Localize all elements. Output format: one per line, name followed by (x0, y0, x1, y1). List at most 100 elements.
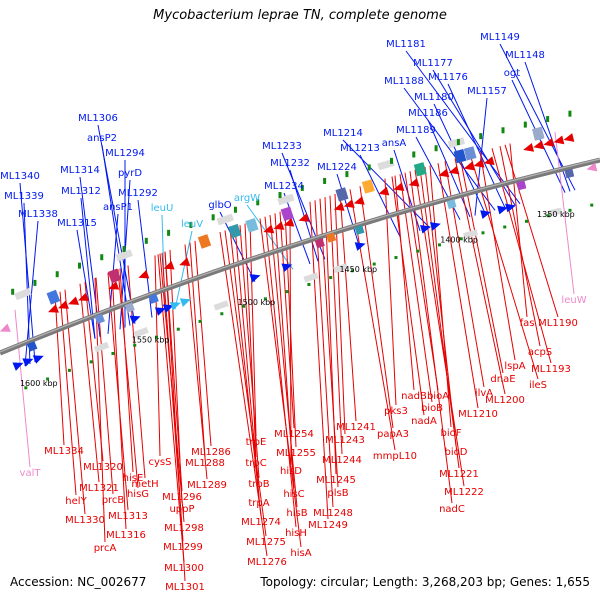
cog-block (107, 268, 122, 284)
scale-tick-label: 1400 kbp (440, 236, 478, 245)
gene-label-bottom: dnaE (490, 374, 515, 385)
grey-feature (277, 193, 295, 206)
gene-label-top: ML1157 (467, 86, 507, 97)
gene-arrow (393, 182, 405, 192)
leader-line (283, 192, 311, 265)
leader-line (499, 146, 541, 347)
gene-label-top: ansP1 (103, 202, 133, 213)
gc-mark (33, 279, 37, 286)
gene-arrow (505, 203, 516, 213)
gene-label-bottom: ML1255 (276, 448, 316, 459)
accession-text: Accession: NC_002677 (10, 575, 147, 589)
gc-mark (256, 199, 260, 206)
leader-line (246, 204, 294, 270)
gene-label-top: ogt (504, 68, 520, 79)
gene-label-top: ML1186 (408, 108, 448, 119)
gene-label-bottom: ML1313 (108, 511, 148, 522)
gene-arrow (483, 156, 495, 166)
cog-block (46, 289, 61, 305)
cog-block (516, 180, 527, 191)
leader-line (54, 293, 65, 446)
gene-label-bottom: trpE (246, 437, 267, 448)
gene-label-top: ML1314 (60, 165, 100, 176)
gene-label-bottom: ML1320 (83, 462, 123, 473)
leader-line (409, 171, 453, 504)
gene-arrow (353, 196, 365, 205)
grey-feature (93, 341, 110, 353)
leader-line (219, 232, 268, 557)
gc-mark (394, 256, 398, 260)
gene-label-top: ML1294 (105, 148, 145, 159)
gene-label-bottom: bioB (421, 403, 443, 414)
gc-mark (189, 221, 193, 228)
cog-block (453, 148, 467, 164)
gene-label-bottom: trpA (248, 498, 269, 509)
leader-line (219, 211, 256, 282)
gene-label-bottom: ileS (529, 380, 547, 391)
gene-label-bottom: bioD (445, 447, 468, 458)
leader-line (76, 229, 96, 339)
gene-label-bottom: trpB (248, 479, 269, 490)
gene-label-top: ML1188 (384, 76, 424, 87)
gene-arrow (263, 224, 275, 234)
gene-arrow (563, 133, 575, 142)
gene-label-bottom: ML1241 (336, 422, 376, 433)
grey-feature (447, 137, 466, 149)
gc-mark (198, 319, 202, 323)
grey-feature (14, 287, 32, 301)
gene-arrow (298, 213, 310, 222)
gene-label-bottom: ML1249 (308, 520, 348, 531)
gene-label-bottom: ML1334 (44, 446, 84, 457)
cog-block (564, 168, 575, 179)
gc-mark (167, 229, 171, 236)
gene-label-top: ML1189 (396, 125, 436, 136)
gene-label-bottom: mmpL10 (373, 451, 417, 462)
gc-mark (67, 368, 71, 372)
gene-arrow (473, 158, 485, 168)
cog-block (361, 179, 375, 194)
gc-mark (77, 262, 81, 269)
leader-line (264, 216, 297, 528)
gene-label-top: ML1233 (262, 141, 302, 152)
gene-label-bottom: nadC (439, 504, 465, 515)
gc-mark (568, 110, 572, 117)
cog-block (531, 126, 545, 141)
gene-arrow (543, 138, 555, 147)
gene-label-top: leuU (151, 203, 174, 214)
gene-label-bottom: ML1210 (458, 409, 498, 420)
leader-line (414, 169, 465, 487)
gene-arrow (420, 224, 431, 234)
leader-line (224, 230, 267, 537)
gene-arrow (354, 242, 366, 251)
grey-feature (216, 213, 234, 226)
leader-line (319, 198, 339, 488)
genome-backbone (0, 157, 600, 356)
gene-label-top: glbO (208, 200, 231, 211)
gene-label-top: ML1149 (480, 32, 520, 43)
cog-block (94, 313, 105, 325)
genome-backbone-highlight (0, 158, 600, 353)
cog-block (314, 238, 325, 249)
gene-label-bottom: ML1296 (162, 492, 202, 503)
leader-line (107, 272, 129, 511)
gc-mark (122, 245, 126, 252)
scale-tick-label: 1450 kbp (339, 265, 377, 274)
gene-arrow (333, 202, 345, 211)
gene-label-bottom: hisG (127, 489, 149, 500)
gc-mark (546, 116, 550, 123)
leader-line (454, 158, 506, 395)
leader-line (174, 230, 193, 310)
gc-mark (524, 219, 528, 223)
gene-label-bottom: lspA (504, 361, 525, 372)
gc-mark (211, 214, 215, 221)
gc-mark (389, 157, 393, 164)
cog-block (245, 218, 259, 233)
gene-label-top: ML1315 (57, 218, 97, 229)
map-title: Mycobacterium leprae TN, complete genome (153, 8, 447, 23)
gc-mark (220, 312, 224, 316)
leader-line (427, 119, 471, 218)
gene-label-bottom: ML1221 (439, 469, 479, 480)
leader-line (14, 309, 31, 468)
gene-label-bottom: papA3 (377, 429, 409, 440)
gene-arrow (179, 257, 191, 266)
